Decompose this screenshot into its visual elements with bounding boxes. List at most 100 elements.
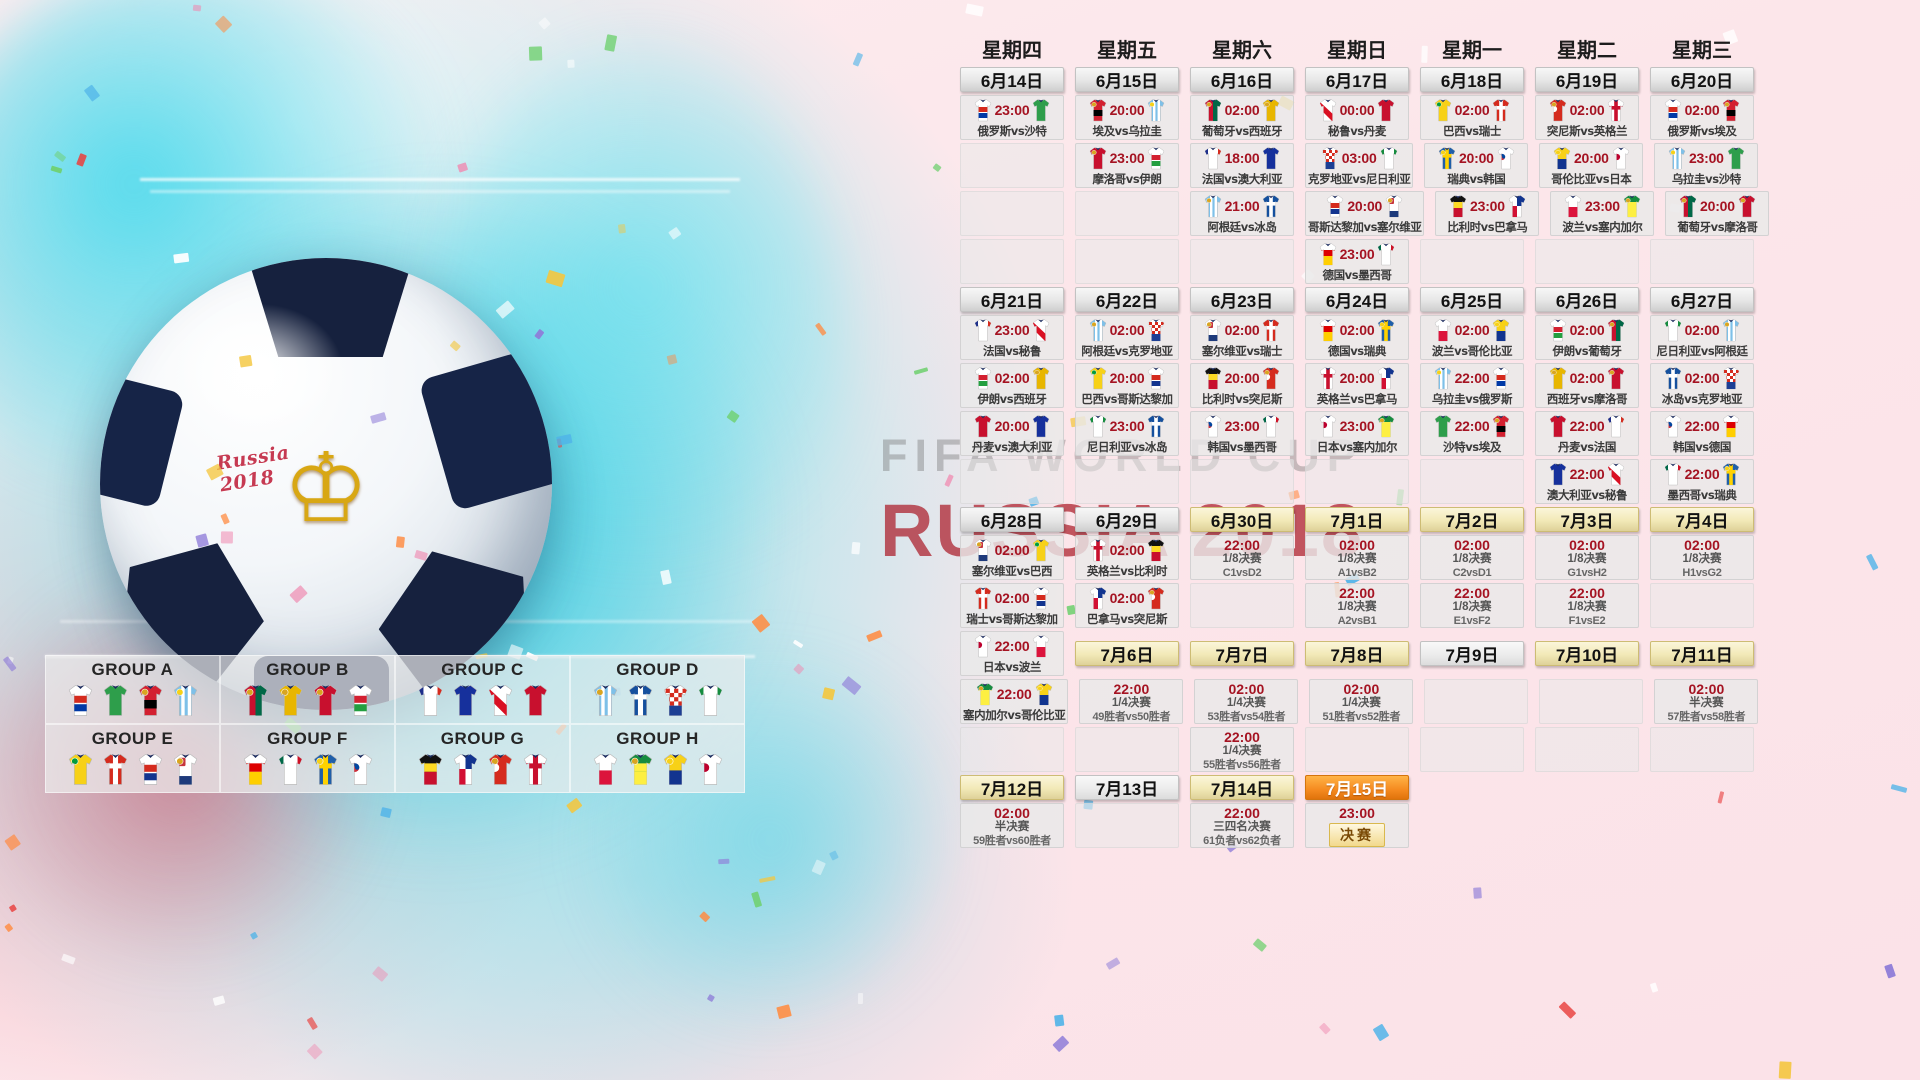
match-card[interactable]: 23:00 比利时vs巴拿马 [1435, 191, 1540, 236]
date-header-cell[interactable]: 7月11日 [1650, 641, 1754, 666]
date-header-cell[interactable]: 6月28日 [960, 507, 1064, 532]
knockout-match-card[interactable]: 02:00 半决赛 57胜者vs58胜者 [1654, 679, 1759, 724]
knockout-match-card[interactable]: 02:00 1/8决赛 C2vsD1 [1420, 535, 1524, 580]
match-card[interactable]: 20:00 瑞典vs韩国 [1424, 143, 1529, 188]
match-card[interactable]: 23:00 波兰vs塞内加尔 [1550, 191, 1655, 236]
knockout-match-card[interactable]: 22:00 1/8决赛 E1vsF2 [1420, 583, 1524, 628]
date-header-cell[interactable]: 7月8日 [1305, 641, 1409, 666]
match-card[interactable]: 02:00 巴拿马vs突尼斯 [1075, 583, 1179, 628]
match-card[interactable]: 20:00 哥斯达黎加vs塞尔维亚 [1305, 191, 1425, 236]
date-header-cell[interactable]: 7月6日 [1075, 641, 1179, 666]
date-header-cell[interactable]: 7月4日 [1650, 507, 1754, 532]
knockout-match-card[interactable]: 22:00 1/4决赛 49胜者vs50胜者 [1079, 679, 1184, 724]
match-card[interactable]: 20:00 丹麦vs澳大利亚 [960, 411, 1064, 456]
match-card[interactable]: 23:00 韩国vs墨西哥 [1190, 411, 1294, 456]
match-card[interactable]: 00:00 秘鲁vs丹麦 [1305, 95, 1409, 140]
match-card[interactable]: 02:00 葡萄牙vs西班牙 [1190, 95, 1294, 140]
date-header-cell[interactable]: 6月19日 [1535, 67, 1639, 92]
knockout-match-card[interactable]: 02:00 1/4决赛 53胜者vs54胜者 [1194, 679, 1299, 724]
knockout-match-card[interactable]: 02:00 1/4决赛 51胜者vs52胜者 [1309, 679, 1414, 724]
match-card[interactable]: 02:00 冰岛vs克罗地亚 [1650, 363, 1754, 408]
date-header-cell[interactable]: 6月20日 [1650, 67, 1754, 92]
match-card[interactable]: 02:00 巴西vs瑞士 [1420, 95, 1524, 140]
match-card[interactable]: 21:00 阿根廷vs冰岛 [1190, 191, 1294, 236]
date-header-cell[interactable]: 7月9日 [1420, 641, 1524, 666]
date-header-cell[interactable]: 7月10日 [1535, 641, 1639, 666]
match-card[interactable]: 22:00 塞内加尔vs哥伦比亚 [960, 679, 1069, 724]
date-header-cell[interactable]: 7月3日 [1535, 507, 1639, 532]
match-card[interactable]: 02:00 波兰vs哥伦比亚 [1420, 315, 1524, 360]
match-card[interactable]: 03:00 克罗地亚vs尼日利亚 [1305, 143, 1414, 188]
group-panel-group-c[interactable]: GROUP C [395, 655, 570, 724]
match-card[interactable]: 02:00 塞尔维亚vs瑞士 [1190, 315, 1294, 360]
knockout-match-card[interactable]: 22:00 1/8决赛 C1vsD2 [1190, 535, 1294, 580]
date-header-cell[interactable]: 6月27日 [1650, 287, 1754, 312]
date-header-cell[interactable]: 7月12日 [960, 775, 1064, 800]
date-header-cell[interactable]: 7月14日 [1190, 775, 1294, 800]
group-panel-group-b[interactable]: GROUP B [220, 655, 395, 724]
match-card[interactable]: 22:00 乌拉圭vs俄罗斯 [1420, 363, 1524, 408]
date-header-cell[interactable]: 6月16日 [1190, 67, 1294, 92]
match-card[interactable]: 18:00 法国vs澳大利亚 [1190, 143, 1294, 188]
knockout-match-card[interactable]: 02:00 1/8决赛 A1vsB2 [1305, 535, 1409, 580]
knockout-match-card[interactable]: 22:00 1/8决赛 A2vsB1 [1305, 583, 1409, 628]
match-card[interactable]: 02:00 塞尔维亚vs巴西 [960, 535, 1064, 580]
knockout-match-card[interactable]: 22:00 1/8决赛 F1vsE2 [1535, 583, 1639, 628]
date-header-cell[interactable]: 7月15日 [1305, 775, 1409, 800]
knockout-match-card[interactable]: 02:00 1/8决赛 G1vsH2 [1535, 535, 1639, 580]
match-card[interactable]: 02:00 阿根廷vs克罗地亚 [1075, 315, 1179, 360]
match-card[interactable]: 23:00 日本vs塞内加尔 [1305, 411, 1409, 456]
match-card[interactable]: 02:00 尼日利亚vs阿根廷 [1650, 315, 1754, 360]
knockout-match-card[interactable]: 22:00 1/4决赛 55胜者vs56胜者 [1190, 727, 1294, 772]
group-panel-group-f[interactable]: GROUP F [220, 724, 395, 793]
match-card[interactable]: 02:00 俄罗斯vs埃及 [1650, 95, 1754, 140]
group-panel-group-d[interactable]: GROUP D [570, 655, 745, 724]
knockout-match-card[interactable]: 02:00 半决赛 59胜者vs60胜者 [960, 803, 1064, 848]
match-card[interactable]: 22:00 韩国vs德国 [1650, 411, 1754, 456]
date-header-cell[interactable]: 6月18日 [1420, 67, 1524, 92]
match-card[interactable]: 23:00 德国vs墨西哥 [1305, 239, 1409, 284]
date-header-cell[interactable]: 6月26日 [1535, 287, 1639, 312]
match-card[interactable]: 22:00 墨西哥vs瑞典 [1650, 459, 1754, 504]
match-card[interactable]: 23:00 尼日利亚vs冰岛 [1075, 411, 1179, 456]
match-card[interactable]: 22:00 丹麦vs法国 [1535, 411, 1639, 456]
date-header-cell[interactable]: 7月1日 [1305, 507, 1409, 532]
knockout-match-card[interactable]: 02:00 1/8决赛 H1vsG2 [1650, 535, 1754, 580]
match-card[interactable]: 20:00 英格兰vs巴拿马 [1305, 363, 1409, 408]
date-header-cell[interactable]: 6月24日 [1305, 287, 1409, 312]
date-header-cell[interactable]: 6月29日 [1075, 507, 1179, 532]
final-match-card[interactable]: 23:00 决赛 [1305, 803, 1409, 848]
knockout-match-card[interactable]: 22:00 三四名决赛 61负者vs62负者 [1190, 803, 1294, 848]
match-card[interactable]: 20:00 埃及vs乌拉圭 [1075, 95, 1179, 140]
match-card[interactable]: 02:00 英格兰vs比利时 [1075, 535, 1179, 580]
date-header-cell[interactable]: 6月17日 [1305, 67, 1409, 92]
match-card[interactable]: 20:00 葡萄牙vs摩洛哥 [1665, 191, 1770, 236]
match-card[interactable]: 23:00 法国vs秘鲁 [960, 315, 1064, 360]
group-panel-group-g[interactable]: GROUP G [395, 724, 570, 793]
date-header-cell[interactable]: 7月13日 [1075, 775, 1179, 800]
match-card[interactable]: 02:00 伊朗vs西班牙 [960, 363, 1064, 408]
match-card[interactable]: 02:00 瑞士vs哥斯达黎加 [960, 583, 1064, 628]
date-header-cell[interactable]: 6月25日 [1420, 287, 1524, 312]
date-header-cell[interactable]: 7月2日 [1420, 507, 1524, 532]
date-header-cell[interactable]: 7月7日 [1190, 641, 1294, 666]
match-card[interactable]: 20:00 哥伦比亚vs日本 [1539, 143, 1644, 188]
date-header-cell[interactable]: 6月21日 [960, 287, 1064, 312]
group-panel-group-e[interactable]: GROUP E [45, 724, 220, 793]
match-card[interactable]: 22:00 沙特vs埃及 [1420, 411, 1524, 456]
match-card[interactable]: 23:00 乌拉圭vs沙特 [1654, 143, 1759, 188]
group-panel-group-a[interactable]: GROUP A [45, 655, 220, 724]
match-card[interactable]: 22:00 澳大利亚vs秘鲁 [1535, 459, 1639, 504]
match-card[interactable]: 20:00 巴西vs哥斯达黎加 [1075, 363, 1179, 408]
date-header-cell[interactable]: 6月15日 [1075, 67, 1179, 92]
match-card[interactable]: 20:00 比利时vs突尼斯 [1190, 363, 1294, 408]
date-header-cell[interactable]: 6月22日 [1075, 287, 1179, 312]
date-header-cell[interactable]: 6月30日 [1190, 507, 1294, 532]
match-card[interactable]: 02:00 西班牙vs摩洛哥 [1535, 363, 1639, 408]
date-header-cell[interactable]: 6月23日 [1190, 287, 1294, 312]
date-header-cell[interactable]: 6月14日 [960, 67, 1064, 92]
match-card[interactable]: 02:00 突尼斯vs英格兰 [1535, 95, 1639, 140]
group-panel-group-h[interactable]: GROUP H [570, 724, 745, 793]
match-card[interactable]: 23:00 摩洛哥vs伊朗 [1075, 143, 1179, 188]
match-card[interactable]: 22:00 日本vs波兰 [960, 631, 1064, 676]
